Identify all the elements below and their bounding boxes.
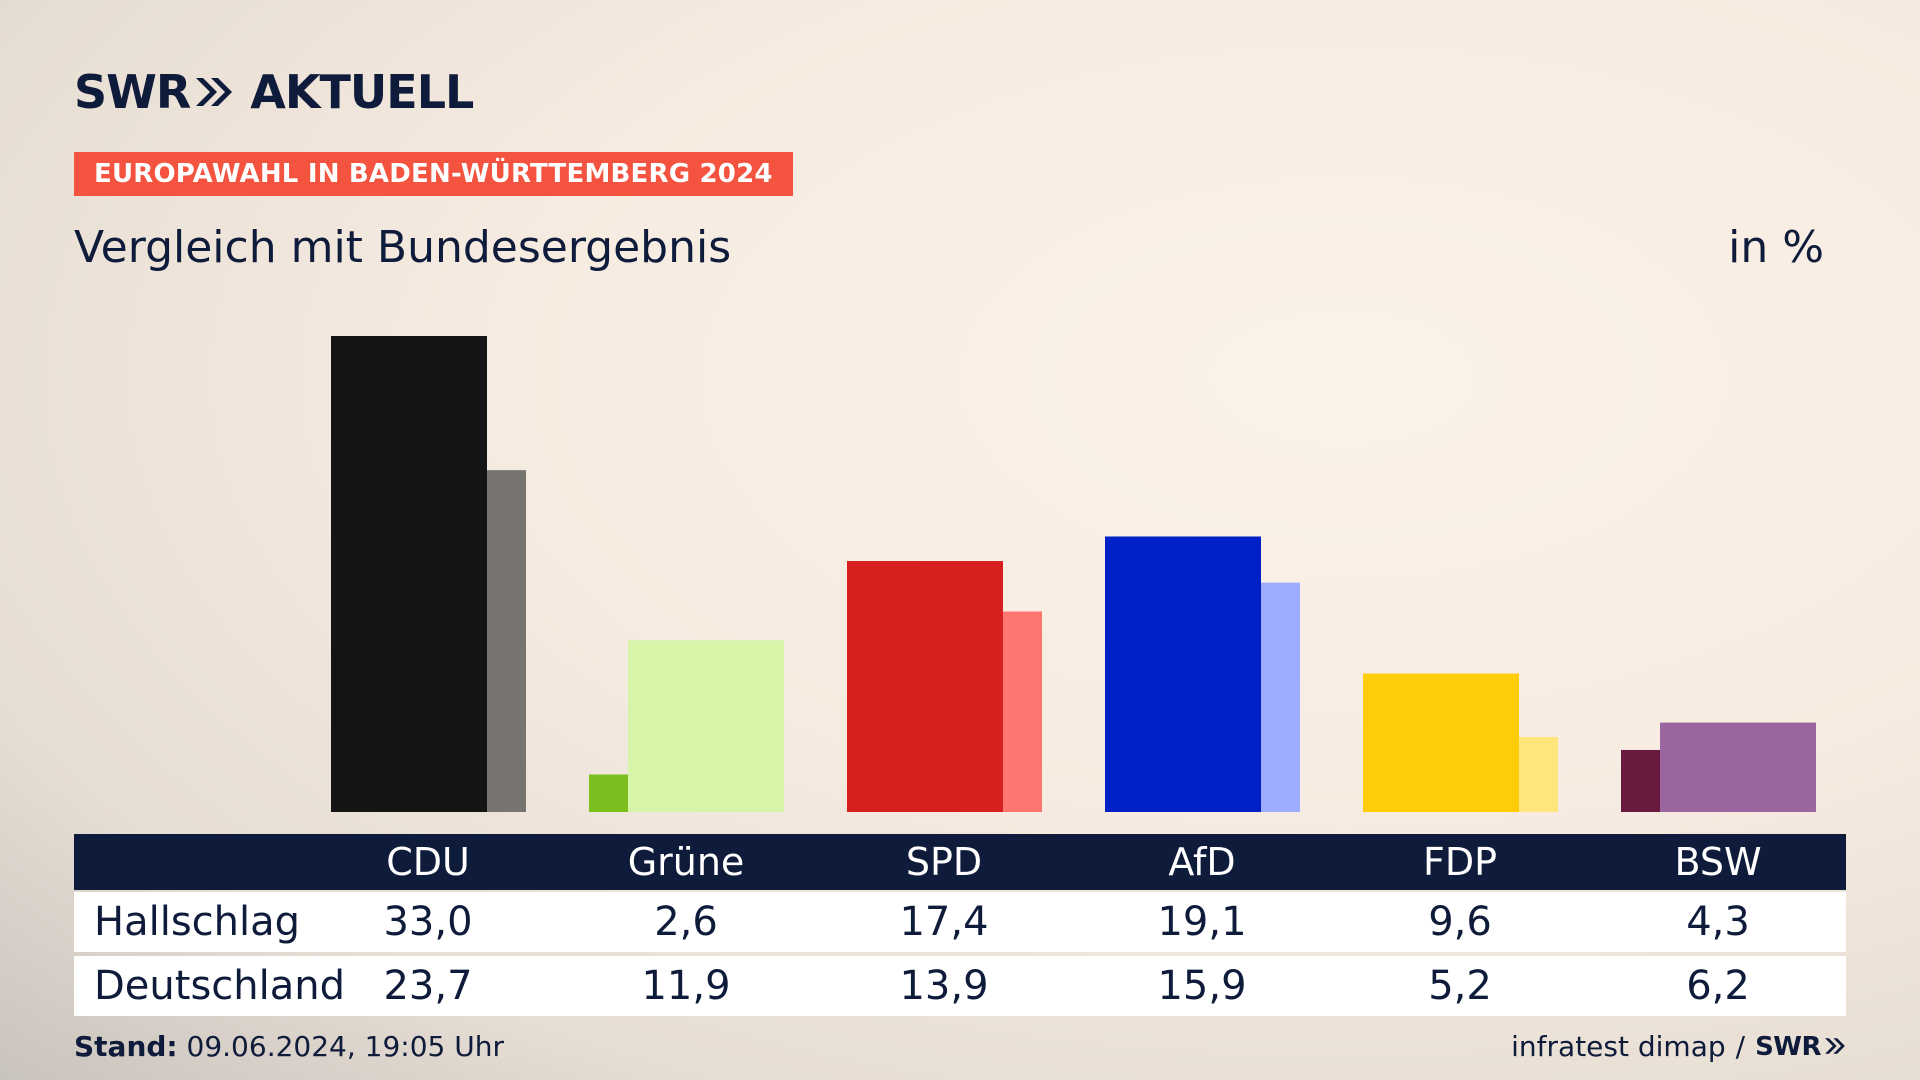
category-label: SPD — [905, 840, 983, 884]
category-label: AfD — [1168, 840, 1236, 884]
double-chevron-icon — [194, 65, 234, 119]
table-row-deutschland: Deutschland 23,7 11,9 13,9 15,9 5,2 6,2 — [74, 956, 1846, 1016]
category-label: CDU — [386, 840, 470, 884]
bar-hallschlag-0 — [331, 336, 487, 812]
table-header: CDU Grüne SPD AfD FDP BSW — [74, 834, 1846, 890]
category-label: FDP — [1422, 840, 1498, 884]
value-cell: 4,3 — [1686, 899, 1750, 945]
swr-aktuell-logo: SWR AKTUELL — [74, 65, 474, 119]
source-name: infratest dimap — [1511, 1030, 1726, 1063]
value-cell: 23,7 — [383, 963, 473, 1009]
election-tag: EUROPAWAHL IN BADEN-WÜRTTEMBERG 2024 — [74, 152, 793, 196]
value-cell: 5,2 — [1428, 963, 1492, 1009]
source-credit: infratest dimap / SWR — [1511, 1030, 1846, 1063]
bar-hallschlag-3 — [1105, 536, 1261, 812]
value-cell: 33,0 — [383, 899, 473, 945]
bar-deutschland-5 — [1660, 722, 1816, 812]
value-cell: 9,6 — [1428, 899, 1492, 945]
category-label: BSW — [1674, 840, 1762, 884]
value-cell: 6,2 — [1686, 963, 1750, 1009]
value-cell: 11,9 — [641, 963, 731, 1009]
value-cell: 19,1 — [1157, 899, 1247, 945]
bar-deutschland-1 — [628, 640, 784, 812]
row-label: Hallschlag — [94, 899, 301, 945]
category-label: Grüne — [627, 840, 745, 884]
value-cell: 15,9 — [1157, 963, 1247, 1009]
row-label: Deutschland — [94, 963, 345, 1009]
table-row-hallschlag: Hallschlag 33,0 2,6 17,4 19,1 9,6 4,3 — [74, 892, 1846, 952]
value-cell: 17,4 — [899, 899, 989, 945]
logo-swr-text: SWR — [74, 65, 191, 119]
source-separator: / — [1735, 1030, 1746, 1063]
value-cell: 2,6 — [654, 899, 718, 945]
timestamp: Stand: 09.06.2024, 19:05 Uhr — [74, 1030, 504, 1063]
bar-hallschlag-4 — [1363, 673, 1519, 812]
value-cell: 13,9 — [899, 963, 989, 1009]
stand-value: 09.06.2024, 19:05 Uhr — [186, 1030, 504, 1063]
double-chevron-icon — [1824, 1030, 1846, 1063]
bar-hallschlag-2 — [847, 561, 1003, 812]
unit-label: in % — [1728, 222, 1824, 273]
logo-aktuell-text: AKTUELL — [250, 65, 474, 119]
swr-mini-logo-text: SWR — [1755, 1031, 1821, 1062]
bar-chart — [331, 336, 1816, 812]
chart-subtitle: Vergleich mit Bundesergebnis — [74, 222, 732, 273]
stand-label: Stand: — [74, 1030, 178, 1063]
